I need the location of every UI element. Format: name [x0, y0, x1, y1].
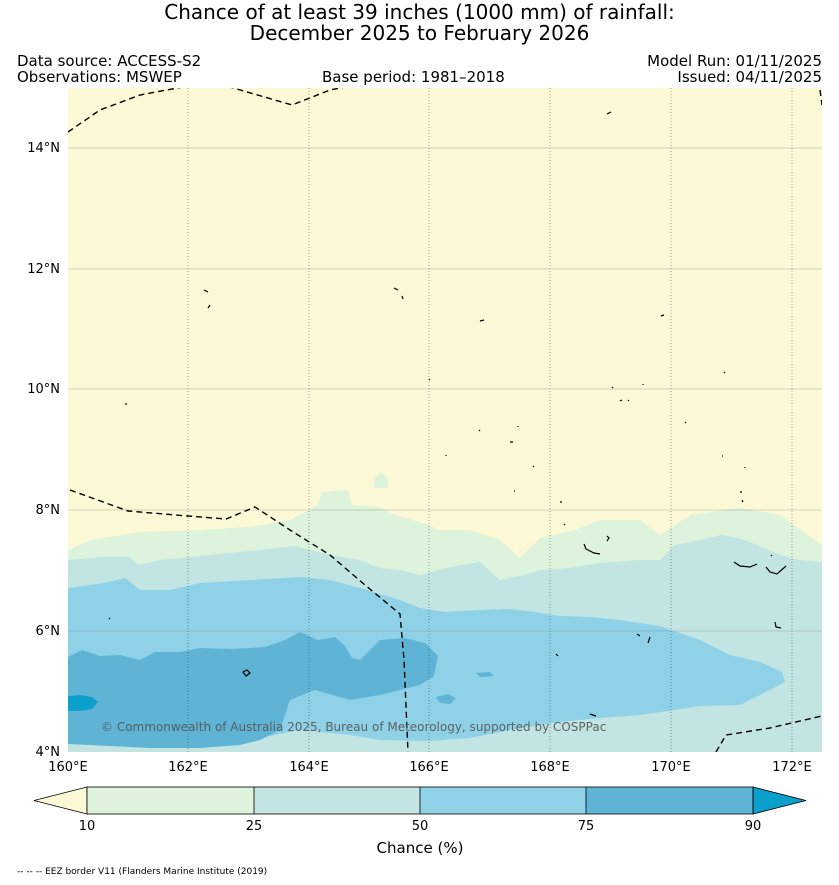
lon-label: 170°E — [651, 760, 691, 775]
colorbar-bin — [586, 787, 753, 814]
latitude-labels: 4°N 6°N 8°N 10°N 12°N 14°N — [27, 141, 60, 760]
lat-label: 8°N — [36, 503, 61, 518]
colorbar-ticks: 10 25 50 75 90 — [79, 819, 762, 834]
latitude-gridlines — [68, 147, 822, 632]
observations: Observations: MSWEP — [17, 68, 182, 86]
colorbar-tick: 25 — [246, 819, 263, 834]
colorbar-tick: 90 — [745, 819, 762, 834]
eez-border — [68, 88, 822, 752]
lon-label: 168°E — [530, 760, 570, 775]
chart-title-line2: December 2025 to February 2026 — [249, 21, 590, 45]
lat-label: 14°N — [27, 141, 60, 156]
issued-date: Issued: 04/11/2025 — [677, 68, 822, 86]
lat-label: 6°N — [36, 624, 61, 639]
colorbar-bin — [87, 787, 254, 814]
lon-label: 172°E — [772, 760, 812, 775]
colorbar-tick: 75 — [578, 819, 595, 834]
colorbar-tick: 10 — [79, 819, 96, 834]
colorbar-tick: 50 — [412, 819, 429, 834]
chart-title-line1: Chance of at least 39 inches (1000 mm) o… — [164, 0, 675, 24]
base-period: Base period: 1981–2018 — [322, 68, 505, 86]
colorbar-label: Chance (%) — [377, 839, 464, 857]
lon-label: 160°E — [48, 760, 88, 775]
zone-90-plus — [68, 695, 98, 711]
colorbar-bin — [254, 787, 420, 814]
zone-75-90-patch — [436, 672, 494, 704]
longitude-labels: 160°E 162°E 164°E 166°E 168°E 170°E 172°… — [48, 760, 812, 775]
data-source: Data source: ACCESS-S2 — [17, 52, 202, 70]
colorbar — [33, 786, 807, 815]
zone-75-90 — [68, 632, 438, 748]
lon-label: 162°E — [168, 760, 208, 775]
lat-label: 12°N — [27, 262, 60, 277]
eez-footnote: -- -- -- EEZ border V11 (Flanders Marine… — [17, 867, 268, 877]
zone-10-25-patch — [374, 472, 388, 488]
lon-label: 166°E — [409, 760, 449, 775]
lat-label: 4°N — [36, 745, 61, 760]
islands — [108, 111, 787, 717]
model-run: Model Run: 01/11/2025 — [647, 52, 822, 70]
lat-label: 10°N — [27, 382, 60, 397]
probability-fill — [68, 88, 822, 752]
colorbar-under-triangle — [33, 786, 88, 815]
colorbar-bin — [420, 787, 586, 814]
copyright-notice: © Commonwealth of Australia 2025, Bureau… — [101, 720, 606, 734]
lon-label: 164°E — [289, 760, 329, 775]
colorbar-over-triangle — [752, 786, 807, 815]
